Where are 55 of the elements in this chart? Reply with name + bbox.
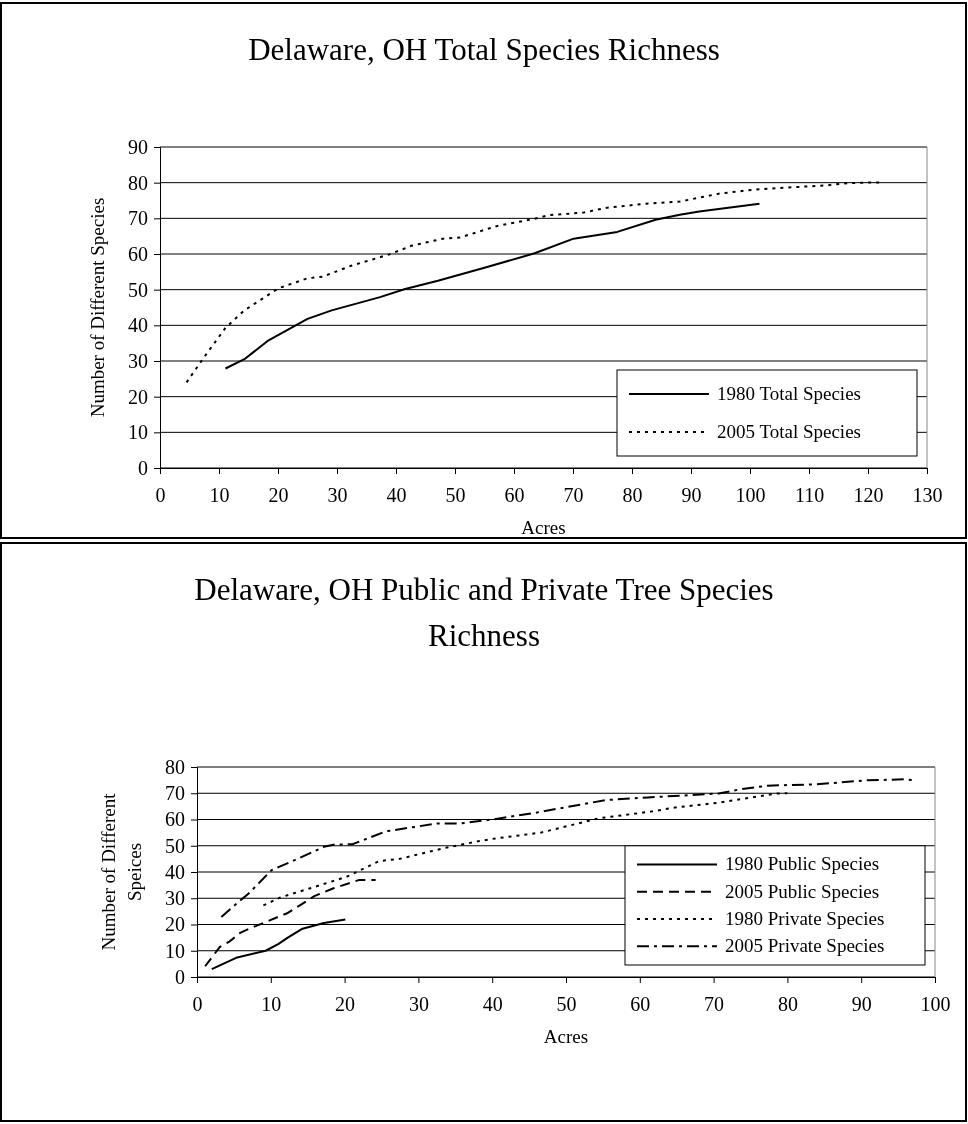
legend-label: 2005 Total Species: [717, 421, 861, 442]
x-tick-label: 20: [268, 484, 289, 507]
legend-label: 2005 Public Species: [725, 880, 880, 902]
y-tick-label: 0: [175, 965, 185, 988]
y-tick-label: 50: [165, 834, 185, 857]
x-tick-label: 130: [912, 484, 943, 507]
x-tick-label: 90: [851, 993, 872, 1016]
chart-title: Delaware, OH Total Species Richness: [248, 32, 720, 67]
y-tick-label: 70: [165, 782, 185, 805]
x-tick-label: 50: [556, 993, 577, 1016]
y-tick-label: 60: [128, 242, 148, 265]
x-tick-label: 70: [563, 484, 584, 507]
x-tick-label: 0: [192, 993, 203, 1016]
y-tick-label: 40: [128, 314, 148, 337]
x-tick-label: 90: [681, 484, 702, 507]
x-tick-label: 10: [261, 993, 282, 1016]
y-axis-title: Number of Different Speices: [98, 792, 145, 951]
x-tick-label: 30: [408, 993, 429, 1016]
x-tick-label: 20: [335, 993, 356, 1016]
x-axis-title: Acres: [543, 1026, 589, 1047]
y-tick-label: 50: [128, 278, 148, 301]
x-tick-label: 40: [386, 484, 407, 507]
y-axis-title: Number of Different Species: [87, 197, 108, 418]
x-tick-label: 60: [504, 484, 525, 507]
legend-label: 2005 Private Species: [725, 935, 885, 957]
y-tick-label: 40: [165, 860, 185, 883]
y-tick-label: 10: [165, 939, 185, 962]
y-tick-label: 20: [165, 913, 185, 936]
x-tick-label: 100: [920, 993, 951, 1016]
x-tick-label: 30: [327, 484, 348, 507]
x-tick-label: 110: [794, 484, 825, 507]
x-tick-label: 80: [777, 993, 798, 1016]
y-tick-label: 0: [138, 456, 148, 479]
y-tick-label: 20: [128, 385, 148, 408]
legend-label: 1980 Total Species: [717, 383, 861, 404]
x-tick-label: 70: [704, 993, 725, 1016]
x-tick-label: 120: [853, 484, 884, 507]
x-tick-label: 60: [630, 993, 651, 1016]
chart-title: Delaware, OH Public and Private Tree Species Richness: [194, 572, 774, 653]
y-tick-label: 90: [128, 135, 148, 158]
y-tick-label: 80: [165, 755, 185, 778]
x-tick-label: 100: [735, 484, 766, 507]
y-tick-label: 30: [165, 887, 185, 910]
y-tick-label: 30: [128, 349, 148, 372]
legend-label: 1980 Private Species: [725, 908, 885, 930]
y-tick-label: 70: [128, 207, 148, 230]
x-tick-label: 50: [445, 484, 466, 507]
x-tick-label: 80: [622, 484, 643, 507]
x-tick-label: 10: [209, 484, 230, 507]
y-tick-label: 80: [128, 171, 148, 194]
y-tick-label: 10: [128, 421, 148, 444]
y-tick-label: 60: [165, 808, 185, 831]
x-tick-label: 40: [482, 993, 503, 1016]
legend-label: 1980 Public Species: [725, 853, 880, 875]
x-axis-title: Acres: [521, 517, 566, 538]
